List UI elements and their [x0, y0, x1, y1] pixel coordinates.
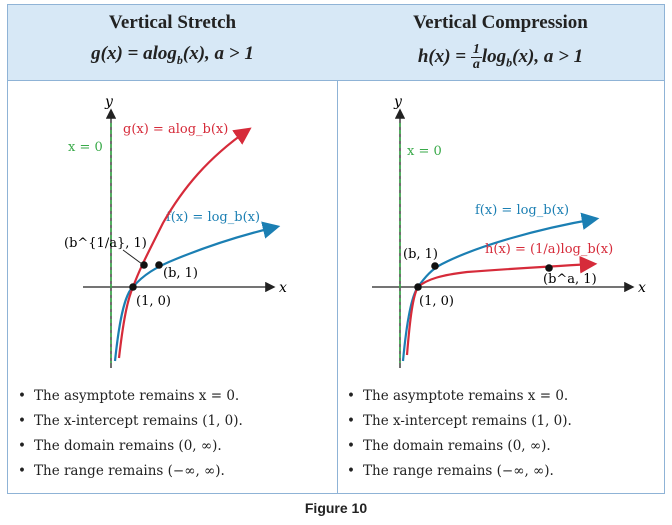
bullet-dot-icon: •: [347, 388, 355, 404]
stretch-notes: • The asymptote remains x = 0. • The x-int…: [18, 385, 243, 485]
panel-formula: h(x) = 1 a logb(x), a > 1: [417, 42, 584, 72]
y-axis-label: y: [393, 94, 403, 110]
f-curve: [401, 212, 600, 362]
point-1-0: [414, 283, 422, 291]
asymptote-label: x = 0: [68, 140, 103, 155]
panel-header: Vertical Compression h(x) = 1 a logb(x), a…: [337, 5, 664, 81]
note-item: • The domain remains (0, ∞).: [18, 435, 243, 460]
point-b-1: [155, 261, 163, 269]
asymptote-label: x = 0: [407, 144, 442, 159]
note-item: • The domain remains (0, ∞).: [347, 435, 572, 460]
f-curve: [113, 221, 281, 362]
f-curve-label: f(x) = log_b(x): [475, 203, 569, 218]
h-curve: [405, 255, 598, 356]
bullet-dot-icon: •: [347, 438, 355, 454]
x-axis-label: x: [279, 280, 287, 296]
point-1-0-label: (1, 0): [419, 294, 454, 309]
point-b-1: [431, 262, 439, 270]
bullet-dot-icon: •: [347, 463, 355, 479]
compression-notes: • The asymptote remains x = 0. • The x-int…: [347, 385, 572, 485]
compression-graph: y x x = 0 f(x) = log_b(x) h(x) = (1/a)lo…: [372, 94, 646, 368]
point-b-1-a-label: (b^{1/a}, 1): [64, 236, 147, 251]
g-curve-label: g(x) = alog_b(x): [123, 122, 228, 137]
panel-vertical-compression: Vertical Compression h(x) = 1 a logb(x), a…: [337, 5, 664, 493]
bullet-dot-icon: •: [18, 463, 26, 479]
f-curve-label: f(x) = log_b(x): [166, 210, 260, 225]
panel-title: Vertical Stretch: [108, 12, 237, 33]
note-item: • The x-intercept remains (1, 0).: [347, 410, 572, 435]
point-1-0: [129, 283, 137, 291]
bullet-dot-icon: •: [18, 438, 26, 454]
panel-formula: g(x) = alogb(x), a > 1: [91, 43, 254, 67]
bullet-dot-icon: •: [18, 388, 26, 404]
bullet-dot-icon: •: [18, 413, 26, 429]
point-b-1-label: (b, 1): [403, 247, 438, 262]
panel-vertical-stretch: Vertical Stretch g(x) = alogb(x), a > 1 …: [8, 5, 338, 493]
point-b-1-label: (b, 1): [163, 266, 198, 281]
y-axis-label: y: [104, 94, 114, 110]
point-1-0-label: (1, 0): [136, 294, 171, 309]
note-item: • The asymptote remains x = 0.: [18, 385, 243, 410]
point-b-a-1-label: (b^a, 1): [543, 272, 597, 287]
stretch-graph: y x x = 0 f(x) = log_b(x) g(x) = alog_b(…: [64, 94, 287, 368]
panel-header: Vertical Stretch g(x) = alogb(x), a > 1: [8, 5, 337, 81]
x-axis-label: x: [638, 280, 646, 296]
note-item: • The range remains (−∞, ∞).: [18, 460, 243, 485]
h-curve-label: h(x) = (1/a)log_b(x): [485, 242, 613, 257]
note-item: • The range remains (−∞, ∞).: [347, 460, 572, 485]
panel-title: Vertical Compression: [413, 12, 588, 33]
leader-line: [122, 249, 143, 265]
figure-caption: Figure 10: [304, 500, 368, 516]
note-item: • The x-intercept remains (1, 0).: [18, 410, 243, 435]
bullet-dot-icon: •: [347, 413, 355, 429]
point-b-a-1: [545, 264, 553, 272]
point-b-1-a: [140, 261, 148, 269]
note-item: • The asymptote remains x = 0.: [347, 385, 572, 410]
g-curve: [117, 127, 252, 359]
figure-frame: Vertical Stretch g(x) = alogb(x), a > 1 …: [7, 4, 665, 494]
